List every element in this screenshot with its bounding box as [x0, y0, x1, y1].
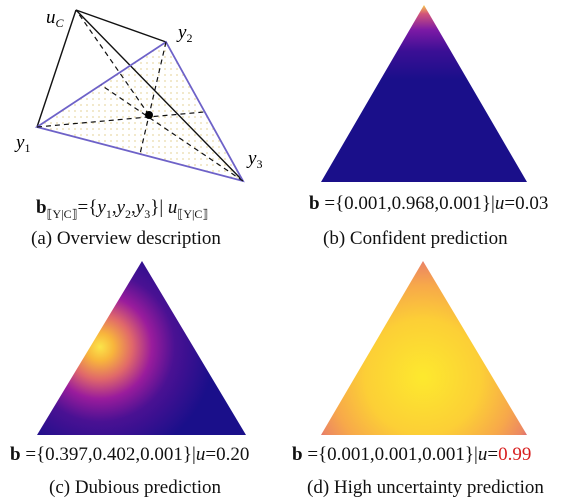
caption-high-uncertainty: (d) High uncertainty prediction — [307, 477, 544, 498]
panel-overview: uC y2 y1 y3 b⟦Y|C⟧={y1,y2,y3}| u⟦Y|C⟧ (a… — [0, 0, 285, 250]
panel-high-uncertainty: b ={0.001,0.001,0.001}|u=0.99 (d) High u… — [285, 255, 570, 501]
heatmap-high-uncertainty — [321, 261, 527, 435]
edge-uc-y3 — [75, 9, 244, 182]
label-y2: y2 — [176, 22, 192, 45]
formula-overview: b⟦Y|C⟧={y1,y2,y3}| u⟦Y|C⟧ — [36, 197, 209, 221]
simplex-heatmap — [37, 261, 246, 435]
formula-dubious: b ={0.397,0.402,0.001}|u=0.20 — [10, 444, 250, 465]
caption-confident: (b) Confident prediction — [323, 228, 508, 249]
label-uc: uC — [46, 7, 65, 30]
panel-dubious: b ={0.397,0.402,0.001}|u=0.20 (c) Dubiou… — [0, 255, 285, 501]
simplex-edges — [34, 40, 245, 183]
simplex-heatmap — [321, 5, 527, 182]
edge-uc-y1 — [36, 9, 77, 128]
dashed-lines — [36, 9, 244, 182]
label-y3: y3 — [246, 148, 262, 171]
label-y1: y1 — [14, 132, 30, 155]
base-face — [37, 42, 243, 181]
caption-overview: (a) Overview description — [31, 228, 221, 249]
heatmap-dubious — [37, 261, 246, 435]
panel-confident: b ={0.001,0.968,0.001}|u=0.03 (b) Confid… — [285, 0, 570, 250]
belief-point — [145, 111, 153, 119]
caption-dubious: (c) Dubious prediction — [49, 477, 222, 498]
heatmap-confident — [321, 5, 527, 182]
formula-high-uncertainty: b ={0.001,0.001,0.001}|u=0.99 — [292, 444, 532, 465]
simplex-heatmap — [321, 261, 527, 435]
simplex-diagram: uC y2 y1 y3 — [14, 7, 262, 183]
formula-confident: b ={0.001,0.968,0.001}|u=0.03 — [309, 193, 549, 214]
edge-uc-y2 — [75, 9, 167, 43]
